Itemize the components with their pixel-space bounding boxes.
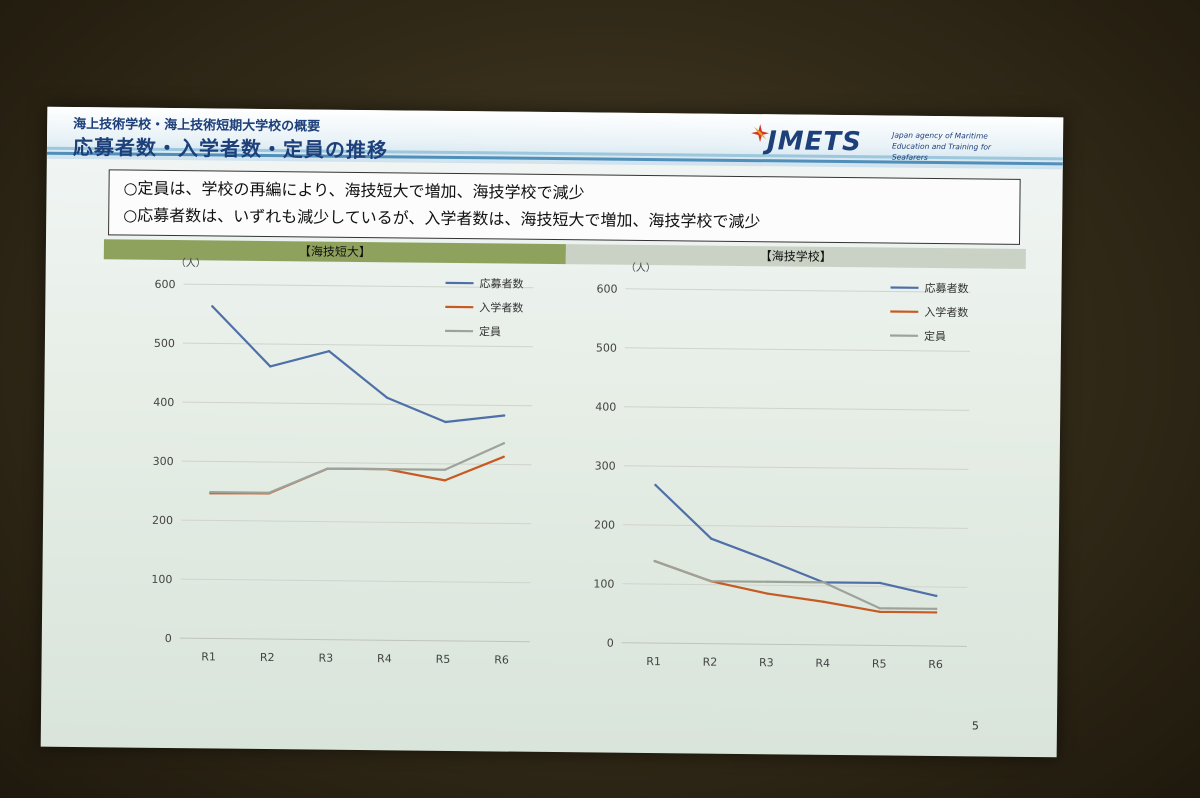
legend-label: 定員 [924, 329, 946, 343]
data-point [653, 559, 656, 563]
series-line-3 [654, 560, 937, 610]
data-point [766, 580, 769, 583]
data-point [710, 537, 713, 540]
data-point [766, 558, 769, 562]
data-point [267, 491, 271, 494]
x-tick-label: R5 [436, 653, 451, 666]
x-tick-label: R4 [815, 657, 830, 670]
series-line-1 [211, 305, 505, 424]
data-point [709, 579, 713, 583]
data-point [385, 396, 389, 399]
gridline [622, 583, 968, 588]
data-point [444, 420, 447, 424]
jmets-logo: JMETS Japan agency of Maritime Education… [747, 122, 1047, 165]
gridline [623, 524, 969, 529]
y-axis-unit-label: （人） [176, 257, 206, 269]
y-tick-label: 500 [596, 341, 617, 354]
x-tick-label: R5 [872, 657, 887, 670]
x-tick-label: R6 [928, 658, 943, 671]
data-point [502, 455, 505, 459]
x-tick-label: R1 [646, 655, 661, 668]
data-point [822, 600, 825, 603]
x-tick-label: R2 [703, 656, 718, 669]
legend-label: 応募者数 [479, 276, 523, 290]
y-axis-unit-label: （人） [626, 262, 656, 274]
y-tick-label: 100 [593, 577, 614, 590]
x-tick-label: R3 [318, 652, 333, 665]
page-number: 5 [971, 719, 980, 733]
data-point [934, 607, 938, 611]
data-point [935, 594, 938, 598]
presentation-slide: 海上技術学校・海上技術短期大学校の概要 応募者数・入学者数・定員の推移 JMET… [40, 106, 1064, 758]
data-point [878, 610, 881, 614]
gridline [181, 460, 532, 466]
data-point [822, 581, 825, 584]
y-tick-label: 600 [154, 278, 175, 291]
legend-label: 入学者数 [924, 305, 968, 319]
data-point [934, 611, 938, 614]
data-point [878, 581, 882, 585]
x-tick-label: R3 [759, 656, 774, 669]
legend-label: 応募者数 [924, 281, 968, 295]
y-tick-label: 300 [153, 455, 174, 468]
y-tick-label: 500 [154, 337, 175, 350]
data-point [443, 468, 447, 471]
gridline [180, 578, 531, 584]
legend-label: 定員 [479, 324, 501, 338]
y-tick-label: 600 [596, 282, 617, 295]
gridline [624, 347, 970, 352]
gridline [621, 642, 967, 647]
data-point [502, 442, 506, 445]
x-tick-label: R6 [494, 653, 509, 666]
legend-label: 入学者数 [479, 300, 523, 314]
gridline [182, 401, 533, 407]
y-tick-label: 300 [595, 459, 616, 472]
line-chart-gakko: （人） 0 100 200 300 400 500 600 R1 R2 R3 R4 R5 R6 応募者数入学… [593, 262, 971, 671]
data-point [209, 490, 212, 494]
x-tick-label: R2 [260, 651, 275, 664]
star-logo-icon [751, 124, 770, 143]
y-tick-label: 200 [594, 518, 615, 531]
slide-header: 海上技術学校・海上技術短期大学校の概要 応募者数・入学者数・定員の推移 JMET… [46, 106, 1064, 170]
gridline [182, 342, 533, 348]
data-point [385, 467, 388, 471]
gridline [625, 288, 971, 293]
data-point [502, 414, 506, 417]
data-point [326, 467, 330, 470]
gridline [183, 283, 534, 289]
y-tick-label: 400 [153, 396, 174, 409]
y-tick-label: 100 [151, 573, 172, 586]
line-chart-tandai: （人） 0 100 200 300 400 500 600 R1 R2 R3 R4 R5 R6 応募者数入学… [151, 257, 534, 667]
gridline [179, 637, 530, 643]
data-point [269, 365, 272, 368]
data-point [765, 592, 769, 595]
data-point [443, 479, 447, 482]
y-tick-label: 0 [165, 632, 172, 645]
y-tick-label: 0 [607, 637, 614, 650]
data-point [211, 305, 214, 308]
y-tick-label: 200 [152, 514, 173, 527]
series-line-1 [654, 484, 937, 598]
data-point [327, 349, 331, 353]
gridline [623, 465, 969, 470]
series-line-3 [210, 442, 505, 494]
data-point [654, 483, 657, 487]
x-tick-label: R4 [377, 652, 392, 665]
data-point [878, 607, 881, 610]
gridline [181, 519, 532, 525]
gridline [624, 406, 970, 411]
y-tick-label: 400 [595, 400, 616, 413]
x-tick-label: R1 [201, 650, 216, 663]
